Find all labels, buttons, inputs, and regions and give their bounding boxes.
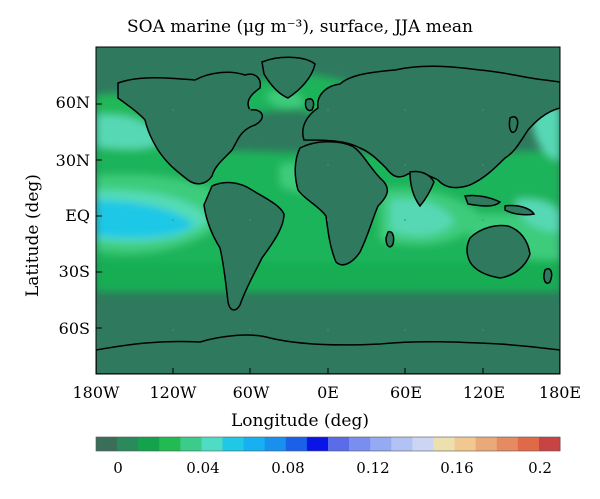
- lon-tick-0e: 0E: [317, 383, 339, 402]
- north-america-landmass: [117, 71, 264, 185]
- colorbar-segment: [159, 437, 181, 451]
- new-guinea-island: [504, 204, 536, 216]
- colorbar-segment: [349, 437, 371, 451]
- colorbar-tick-0-2: 0.2: [528, 459, 552, 477]
- colorbar-segment: [306, 437, 329, 451]
- colorbar-segment: [328, 437, 350, 451]
- colorbar-segment: [433, 437, 456, 451]
- eurasia-landmass: [302, 65, 560, 189]
- lat-tick-60s: 60S: [58, 319, 90, 338]
- lon-tick-120w: 120W: [149, 383, 197, 402]
- lon-tick-120e: 120E: [462, 383, 506, 402]
- lat-tick-60n: 60N: [55, 93, 90, 112]
- lat-tick-30s: 30S: [58, 262, 90, 281]
- colorbar-segment: [454, 437, 477, 451]
- lat-tick-30n: 30N: [55, 151, 90, 170]
- colorbar: [95, 436, 561, 452]
- axis-ticks: [95, 103, 561, 374]
- greenland-landmass: [261, 56, 316, 99]
- madagascar-island: [385, 230, 395, 248]
- colorbar-tick-0-08: 0.08: [271, 459, 305, 477]
- india-landmass: [409, 170, 435, 208]
- colorbar-segment: [285, 437, 308, 451]
- map-area: [96, 47, 560, 374]
- colorbar-frame: [95, 436, 561, 452]
- colorbar-segment: [412, 437, 434, 451]
- colorbar-segment: [243, 437, 266, 451]
- x-axis-label: Longitude (deg): [230, 411, 369, 431]
- colorbar-tick-0-12: 0.12: [356, 459, 390, 477]
- lat-tick-eq: EQ: [65, 206, 90, 225]
- colorbar-segment: [370, 437, 392, 451]
- colorbar-tick-0-04: 0.04: [186, 459, 220, 477]
- australia-landmass: [466, 224, 531, 279]
- colorbar-segment: [264, 437, 287, 451]
- colorbar-segment: [391, 437, 413, 451]
- colorbar-segment: [222, 437, 245, 451]
- colorbar-segment: [138, 437, 160, 451]
- lon-tick-60w: 60W: [232, 383, 270, 402]
- colorbar-segment: [538, 437, 561, 451]
- lon-tick-180e: 180E: [538, 383, 582, 402]
- antarctica-landmass: [96, 334, 560, 374]
- continents: [96, 56, 560, 374]
- indonesia-islands: [463, 194, 502, 207]
- colorbar-segment: [201, 437, 224, 451]
- africa-landmass: [294, 141, 389, 266]
- colorbar-tick-0: 0: [113, 459, 123, 477]
- grid-dots: [172, 109, 484, 331]
- colorbar-segment: [180, 437, 202, 451]
- colorbar-tick-0-16: 0.16: [440, 459, 474, 477]
- colorbar-segment: [117, 437, 139, 451]
- map-title: SOA marine (μg m⁻³), surface, JJA mean: [126, 17, 473, 37]
- japan-islands: [508, 116, 519, 134]
- uk-islands: [304, 98, 315, 112]
- colorbar-segment: [496, 437, 519, 451]
- lon-tick-60e: 60E: [389, 383, 423, 402]
- south-america-landmass: [203, 181, 285, 311]
- new-zealand-islands: [543, 268, 553, 284]
- colorbar-segment: [96, 437, 118, 451]
- colorbar-segment: [517, 437, 540, 451]
- colorbar-segment: [475, 437, 498, 451]
- lon-tick-180w: 180W: [72, 383, 120, 402]
